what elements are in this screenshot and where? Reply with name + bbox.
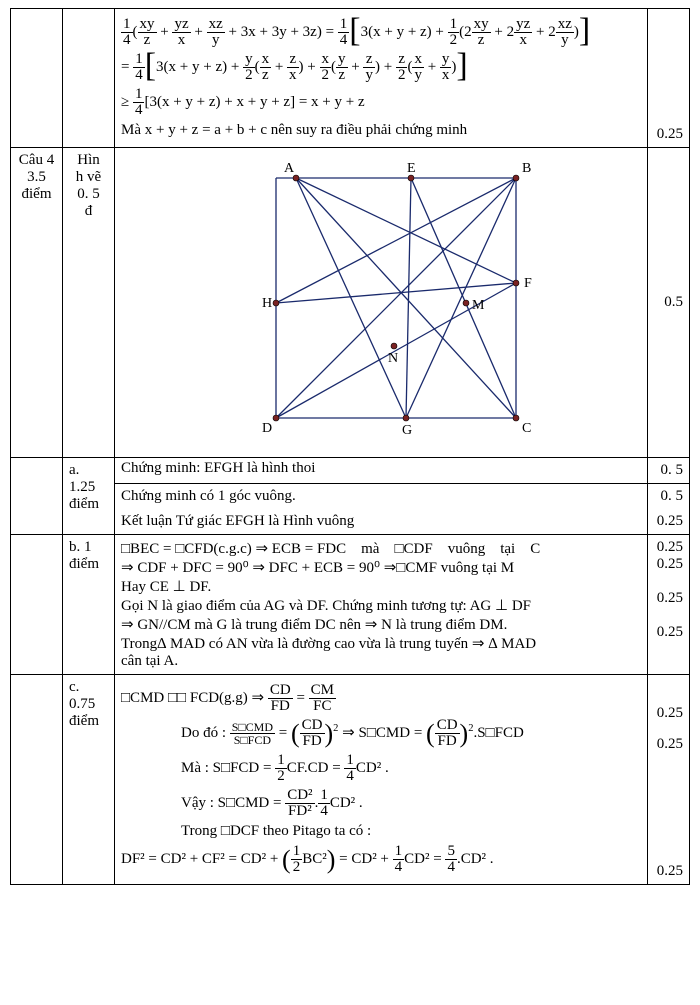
row-part-b: b. 1điểm □BEC = □CFD(c.g.c) ⇒ ECB = FDC …: [11, 535, 690, 675]
row-part-c: c.0.75điểm □CMD □□ FCD(g.g) ⇒ CDFD = CMF…: [11, 675, 690, 885]
question-label: Câu 43.5điểm: [11, 148, 63, 458]
part-a-content: Chứng minh: EFGH là hình thoi: [115, 458, 648, 484]
svg-text:N: N: [388, 351, 398, 366]
row1-conclusion: Mà x + y + z = a + b + c nên suy ra điều…: [121, 122, 641, 139]
figure-cell: A E B F C G D H M N: [115, 148, 648, 458]
row1-score: 0.25: [648, 9, 690, 148]
svg-text:F: F: [524, 276, 532, 291]
svg-text:A: A: [284, 161, 295, 176]
svg-text:H: H: [262, 296, 272, 311]
svg-text:C: C: [522, 421, 531, 436]
row-figure: Câu 43.5điểm Hình vẽ0. 5đ A E B F C G D H M N 0.5: [11, 148, 690, 458]
part-c-content: □CMD □□ FCD(g.g) ⇒ CDFD = CMFC Do đó : S…: [115, 675, 648, 885]
part-b-content: □BEC = □CFD(c.g.c) ⇒ ECB = FDC mà □CDF v…: [115, 535, 648, 675]
svg-text:M: M: [472, 298, 485, 313]
svg-text:E: E: [407, 161, 416, 176]
part-a-label: a.1.25điểm: [63, 458, 115, 535]
row-step-ineq: 14(xyz + yzx + xzy + 3x + 3y + 3z) = 14[…: [11, 9, 690, 148]
row2-score: 0.5: [648, 148, 690, 458]
row1-content: 14(xyz + yzx + xzy + 3x + 3y + 3z) = 14[…: [115, 9, 648, 148]
answer-table: 14(xyz + yzx + xzy + 3x + 3y + 3z) = 14[…: [10, 8, 690, 885]
geometry-figure: A E B F C G D H M N: [226, 158, 536, 438]
part-c-scores: 0.25 0.25 0.25: [648, 675, 690, 885]
part-b-scores: 0.25 0.25 0.25 0.25: [648, 535, 690, 675]
part-c-label: c.0.75điểm: [63, 675, 115, 885]
svg-text:G: G: [402, 423, 412, 438]
svg-text:B: B: [522, 161, 531, 176]
svg-text:D: D: [262, 421, 272, 436]
figure-label: Hình vẽ0. 5đ: [63, 148, 115, 458]
row-part-a: a.1.25điểm Chứng minh: EFGH là hình thoi…: [11, 458, 690, 484]
part-b-label: b. 1điểm: [63, 535, 115, 675]
